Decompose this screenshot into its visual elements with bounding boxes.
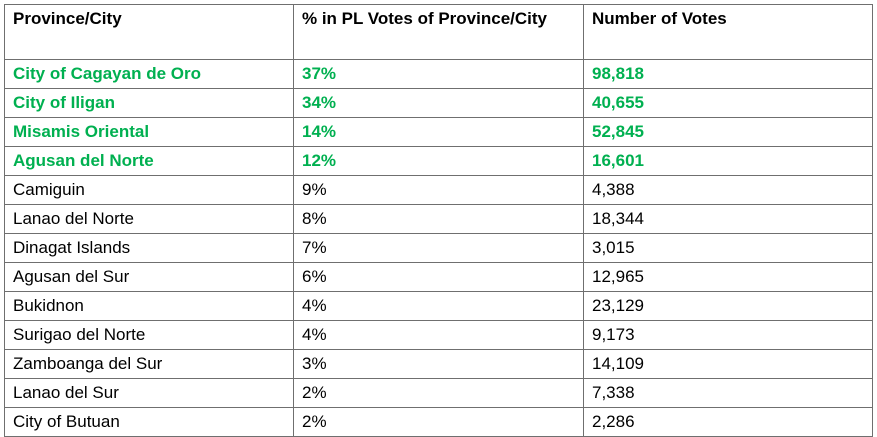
table-row: Lanao del Norte 8% 18,344	[4, 204, 873, 234]
province-city-cell: Lanao del Sur	[4, 378, 294, 408]
header-row: Province/City % in PL Votes of Province/…	[4, 4, 873, 60]
header-percent-pl-votes: % in PL Votes of Province/City	[293, 4, 584, 60]
header-number-of-votes: Number of Votes	[583, 4, 873, 60]
province-city-cell: Dinagat Islands	[4, 233, 294, 263]
votes-cell: 40,655	[583, 88, 873, 118]
table-row: City of Butuan 2% 2,286	[4, 407, 873, 437]
percent-cell: 9%	[293, 175, 584, 205]
percent-cell: 7%	[293, 233, 584, 263]
votes-cell: 16,601	[583, 146, 873, 176]
table-row: Misamis Oriental 14% 52,845	[4, 117, 873, 147]
votes-cell: 4,388	[583, 175, 873, 205]
province-city-cell: Zamboanga del Sur	[4, 349, 294, 379]
votes-cell: 9,173	[583, 320, 873, 350]
percent-cell: 2%	[293, 378, 584, 408]
province-city-cell: Surigao del Norte	[4, 320, 294, 350]
table-row: Agusan del Norte 12% 16,601	[4, 146, 873, 176]
province-city-cell: City of Cagayan de Oro	[4, 59, 294, 89]
votes-cell: 18,344	[583, 204, 873, 234]
votes-table: Province/City % in PL Votes of Province/…	[4, 4, 873, 437]
votes-cell: 23,129	[583, 291, 873, 321]
table-row: Lanao del Sur 2% 7,338	[4, 378, 873, 408]
votes-cell: 98,818	[583, 59, 873, 89]
table-row: Dinagat Islands 7% 3,015	[4, 233, 873, 263]
votes-cell: 7,338	[583, 378, 873, 408]
province-city-cell: Misamis Oriental	[4, 117, 294, 147]
province-city-cell: Agusan del Norte	[4, 146, 294, 176]
percent-cell: 6%	[293, 262, 584, 292]
percent-cell: 2%	[293, 407, 584, 437]
percent-cell: 8%	[293, 204, 584, 234]
table-row: Agusan del Sur 6% 12,965	[4, 262, 873, 292]
table-row: Zamboanga del Sur 3% 14,109	[4, 349, 873, 379]
table-row: Bukidnon 4% 23,129	[4, 291, 873, 321]
percent-cell: 34%	[293, 88, 584, 118]
percent-cell: 14%	[293, 117, 584, 147]
votes-cell: 2,286	[583, 407, 873, 437]
votes-cell: 52,845	[583, 117, 873, 147]
table-row: Surigao del Norte 4% 9,173	[4, 320, 873, 350]
votes-cell: 3,015	[583, 233, 873, 263]
province-city-cell: City of Butuan	[4, 407, 294, 437]
percent-cell: 37%	[293, 59, 584, 89]
header-province-city: Province/City	[4, 4, 294, 60]
province-city-cell: Camiguin	[4, 175, 294, 205]
table-row: Camiguin 9% 4,388	[4, 175, 873, 205]
province-city-cell: Bukidnon	[4, 291, 294, 321]
province-city-cell: Lanao del Norte	[4, 204, 294, 234]
table-row: City of Cagayan de Oro 37% 98,818	[4, 59, 873, 89]
percent-cell: 4%	[293, 291, 584, 321]
percent-cell: 3%	[293, 349, 584, 379]
votes-cell: 14,109	[583, 349, 873, 379]
percent-cell: 12%	[293, 146, 584, 176]
percent-cell: 4%	[293, 320, 584, 350]
votes-cell: 12,965	[583, 262, 873, 292]
province-city-cell: City of Iligan	[4, 88, 294, 118]
province-city-cell: Agusan del Sur	[4, 262, 294, 292]
table-row: City of Iligan 34% 40,655	[4, 88, 873, 118]
